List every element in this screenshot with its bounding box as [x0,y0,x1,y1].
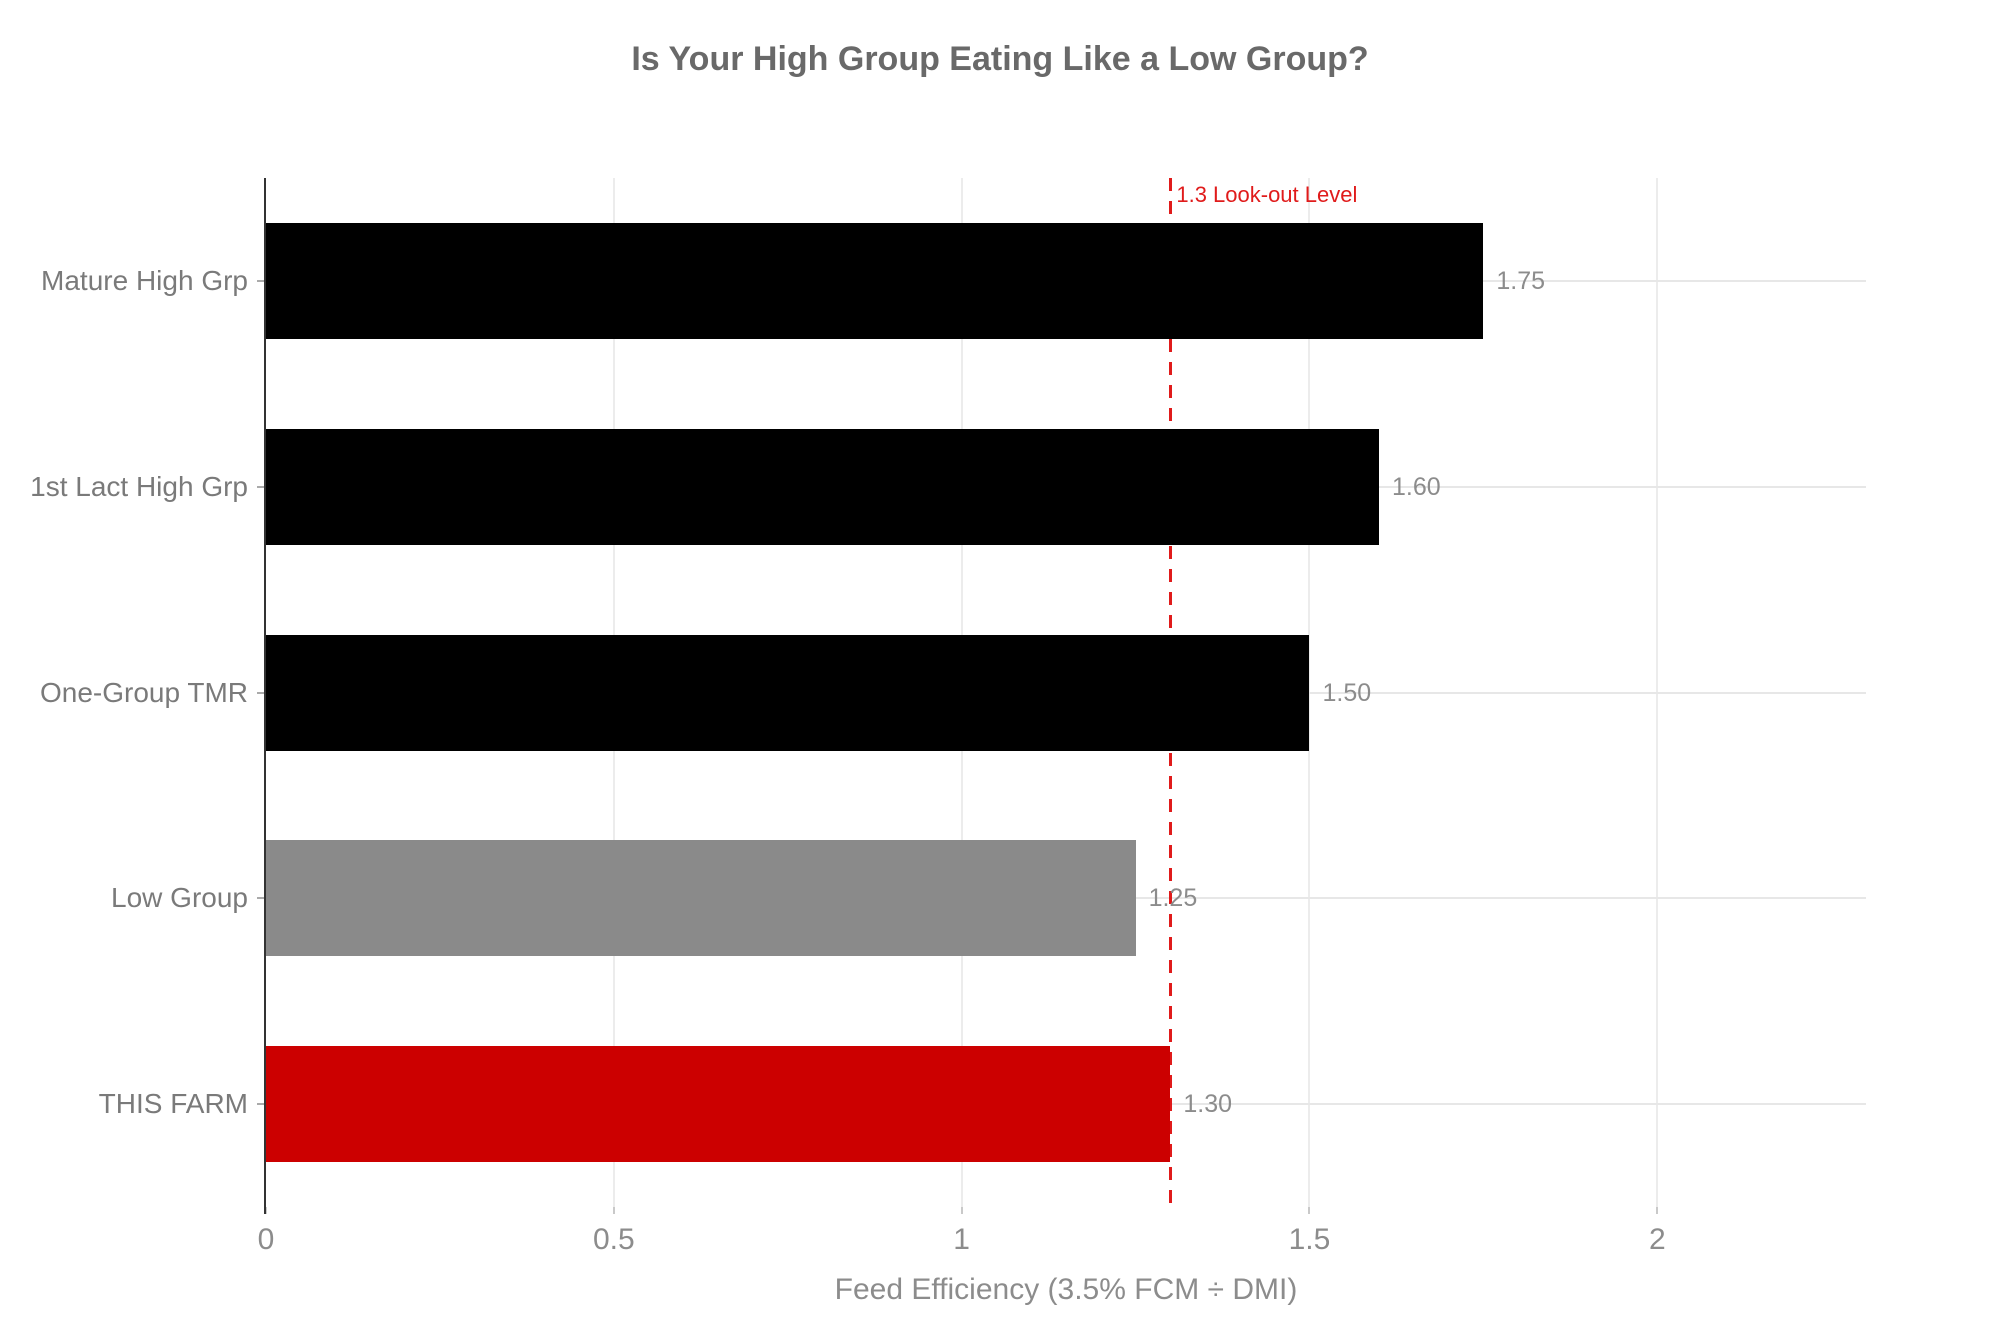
category-label-one-group-tmr: One-Group TMR [40,676,248,708]
category-tick [257,279,265,282]
x-tick-label: 2 [1648,1223,1666,1256]
bar-1st-lact-high-grp [266,428,1380,545]
category-label-low-group: Low Group [111,882,248,914]
x-tick-label: 0 [257,1223,275,1256]
y-axis-line [264,178,266,1214]
lookout-level-label: 1.3 Look-out Level [1176,182,1358,207]
x-axis-title: Feed Efficiency (3.5% FCM ÷ DMI) [834,1273,1298,1306]
x-axis-tick [612,1207,615,1214]
x-axis-tick [265,1207,267,1214]
bar-value-label: 1.75 [1496,266,1546,295]
x-axis-tick [1656,1207,1659,1214]
category-tick [257,897,265,900]
category-label-this-farm: THIS FARM [98,1088,248,1120]
category-label-mature-high-grp: Mature High Grp [41,264,248,296]
bar-value-label: 1.30 [1183,1090,1233,1119]
bar-value-label: 1.25 [1148,884,1198,913]
bar-value-label: 1.50 [1322,678,1372,707]
x-axis-tick [960,1207,963,1214]
category-tick [257,485,265,488]
chart-title: Is Your High Group Eating Like a Low Gro… [631,40,1369,78]
bar-this-farm [266,1046,1171,1163]
category-tick [257,1103,265,1106]
bar-one-group-tmr [266,634,1310,751]
category-tick [257,691,265,694]
bar-value-label: 1.60 [1392,472,1441,501]
x-axis-tick [1308,1207,1311,1214]
x-tick-label: 0.5 [592,1223,635,1256]
x-tick-label: 1 [953,1223,970,1256]
x-tick-label: 1.5 [1288,1223,1331,1256]
category-label-1st-lact-high-grp: 1st Lact High Grp [30,470,248,502]
bar-low-group [266,840,1136,957]
bar-mature-high-grp [266,222,1484,339]
